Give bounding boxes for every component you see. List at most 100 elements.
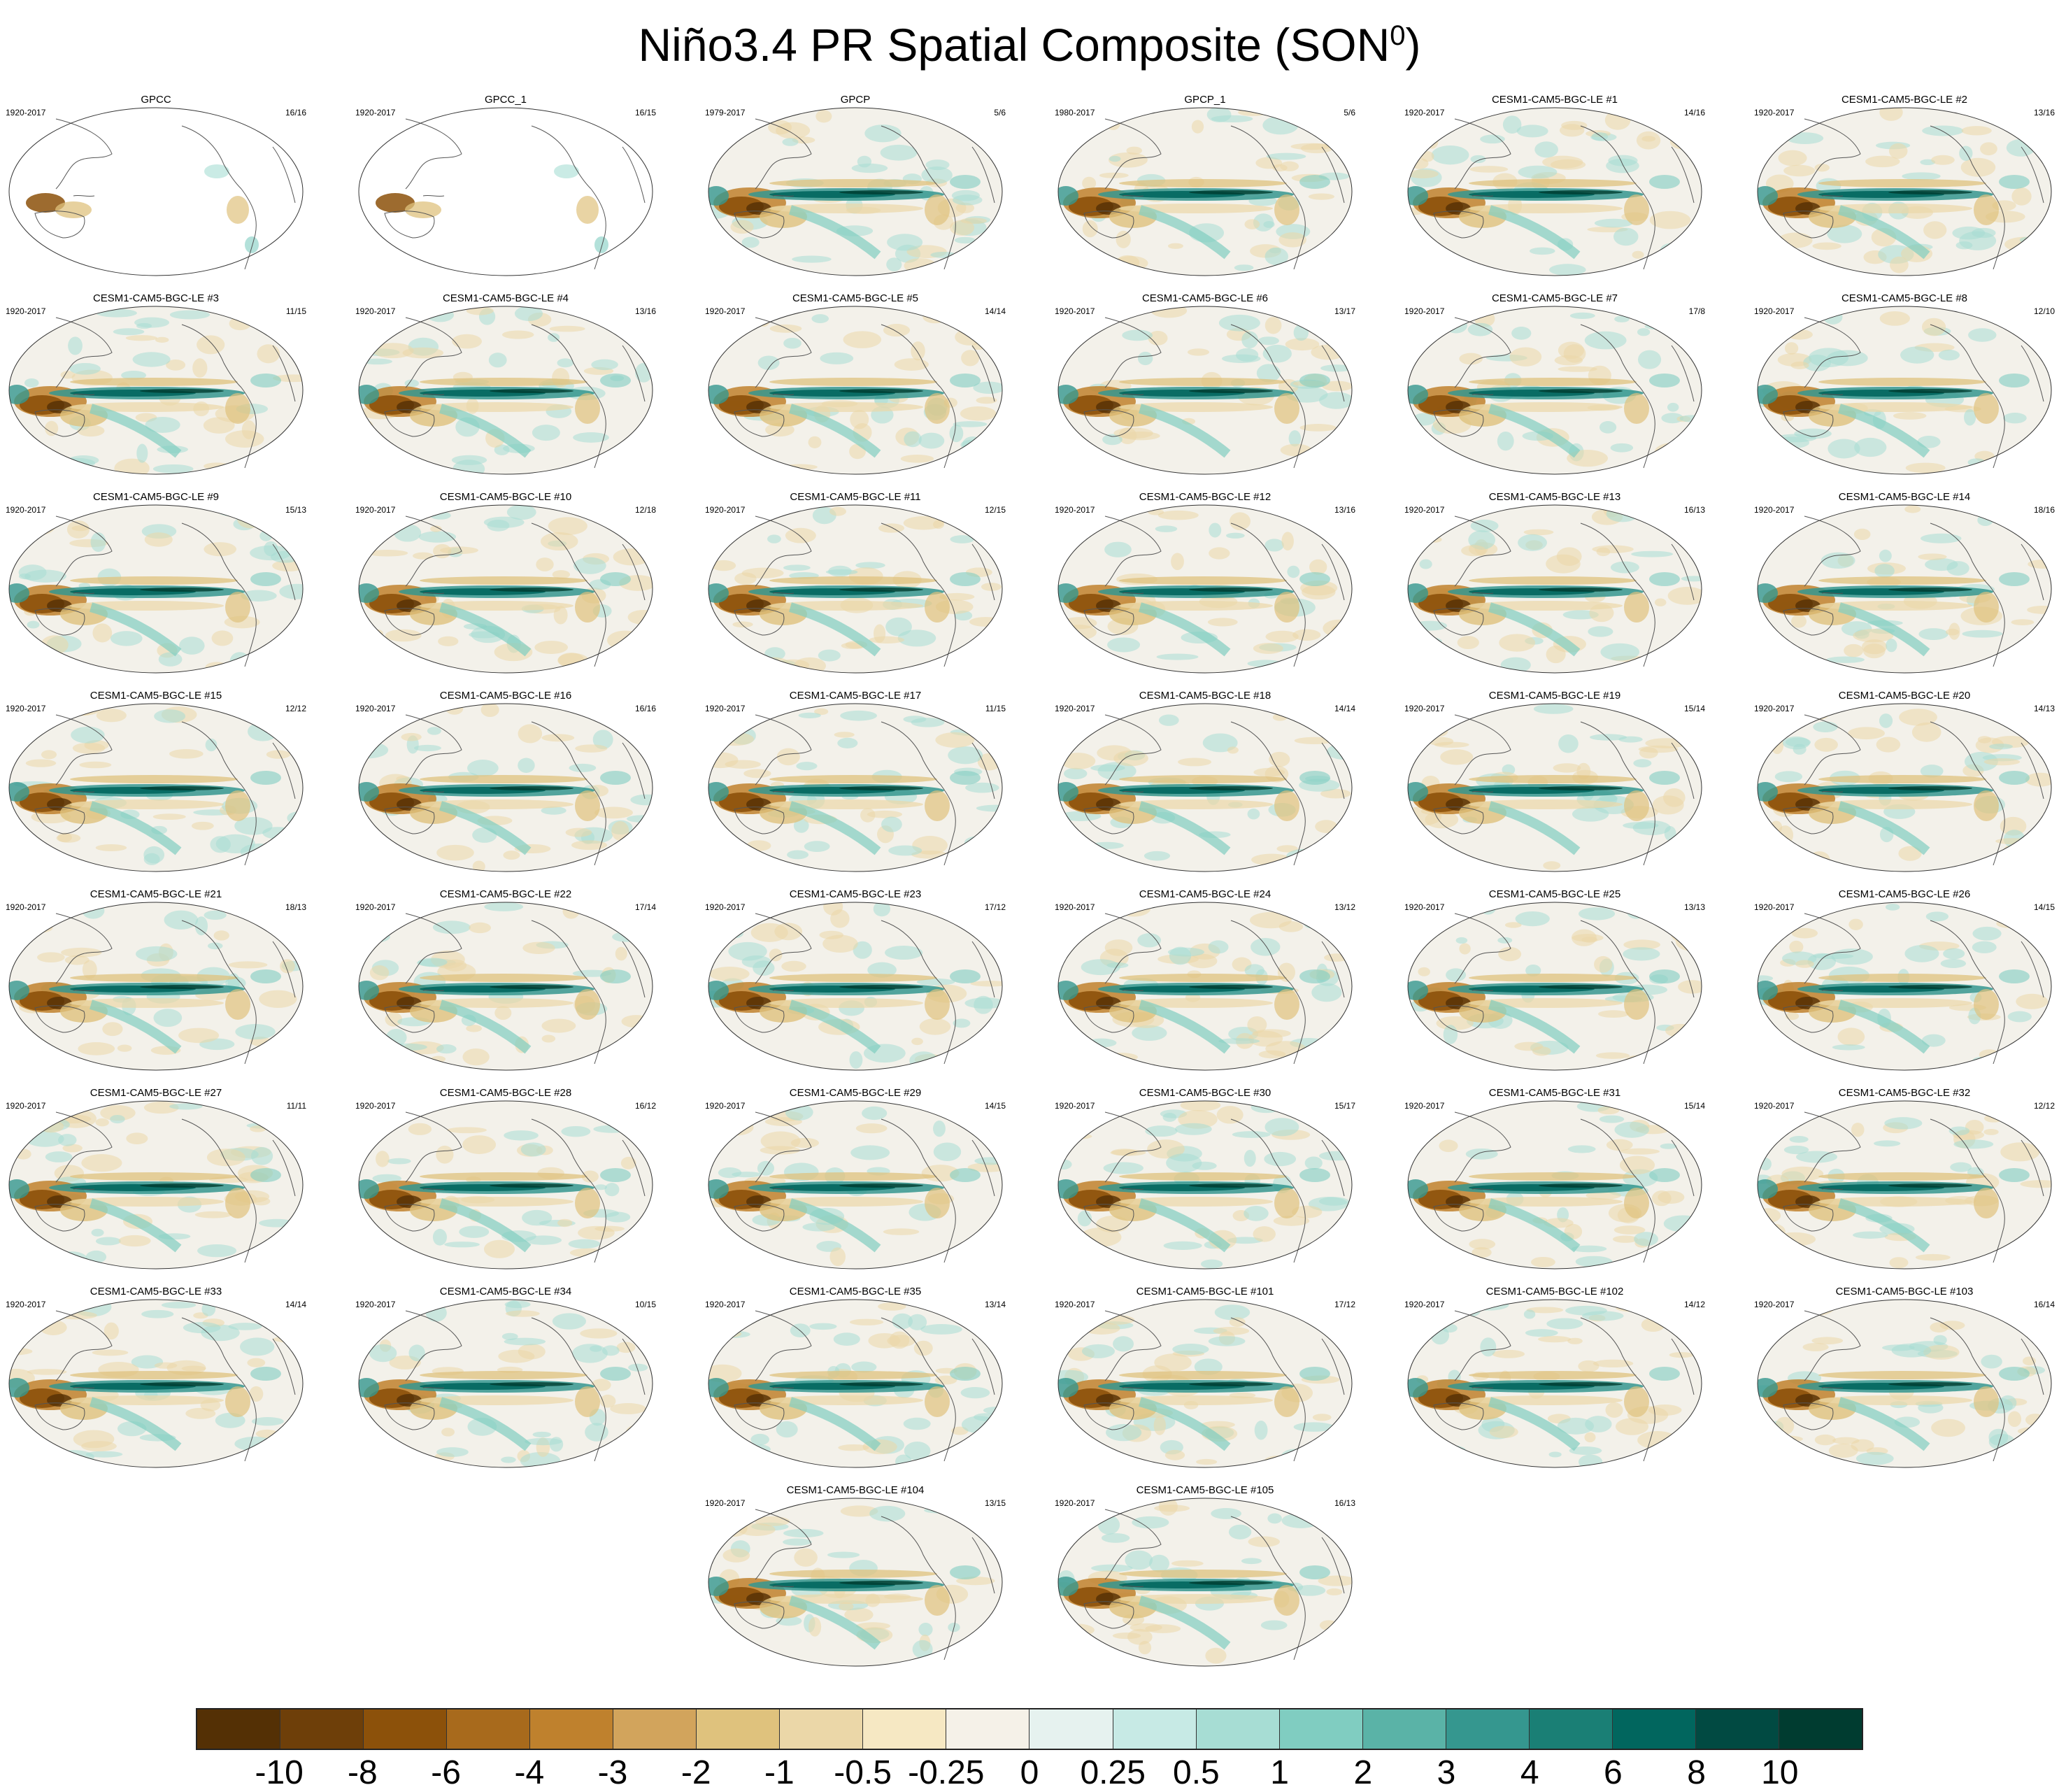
panel-years: 1920-2017 [705,1101,746,1111]
anomaly-patch [1058,1179,1078,1199]
anomaly-patch [250,1146,273,1165]
panel-title: CESM1-CAM5-BGC-LE #19 [1488,690,1621,702]
anomaly-patch [855,1123,888,1134]
robinson-map [1757,107,2052,276]
anomaly-patch [894,358,929,371]
panel-count: 13/13 [1683,902,1705,912]
map-panel: CESM1-CAM5-BGC-LE #25 1920-2017 13/13 [1404,888,1705,1074]
coastline [755,1111,812,1183]
panel-years: 1920-2017 [1404,1300,1445,1309]
anomaly-patch [708,583,729,603]
anomaly-patch [412,552,434,560]
anomaly-patch [822,934,858,953]
anomaly-patch [1885,903,1900,911]
coastline [1671,345,1695,402]
map-panel: CESM1-CAM5-BGC-LE #30 1920-2017 15/17 [1055,1087,1355,1272]
anomaly-patch [1893,412,1927,420]
anomaly-patch [29,322,44,332]
anomaly-patch [359,385,379,404]
anomaly-patch [1211,1507,1242,1519]
anomaly-patch [459,1225,490,1238]
coastline [2021,941,2044,998]
anomaly-patch [205,738,218,752]
coastline [1104,515,1162,587]
anomaly-patch [37,952,65,963]
anomaly-patch [1288,430,1302,447]
coastline [1989,188,2005,270]
anomaly-patch [1111,1149,1138,1156]
coastline [1472,194,1494,197]
panel-years: 1920-2017 [355,1300,396,1309]
anomaly-patch [1931,155,1955,165]
map-panel: CESM1-CAM5-BGC-LE #1 1920-2017 14/16 [1404,94,1705,279]
coastline [422,790,445,793]
coastline [1454,1111,1511,1183]
robinson-map [358,504,653,674]
anomaly-patch [1948,1126,1970,1136]
coastline [422,1386,445,1389]
anomaly-patch [68,336,83,355]
anomaly-patch [1511,327,1532,340]
anomaly-patch [549,325,585,332]
panel-title: CESM1-CAM5-BGC-LE #7 [1491,292,1618,304]
spcz-band [1139,602,1231,657]
anomaly-patch [1539,1382,1623,1386]
anomaly-patch [1145,1125,1178,1137]
anomaly-patch [1784,342,1799,355]
anomaly-patch [68,507,84,514]
anomaly-patch [1241,331,1258,348]
anomaly-patch [1865,155,1900,168]
anomaly-patch [785,527,816,543]
anomaly-patch [769,1371,937,1379]
panel-count: 11/11 [286,1101,306,1111]
anomaly-patch [1264,317,1282,334]
anomaly-patch [1999,969,2030,983]
anomaly-patch [787,850,809,860]
anomaly-patch [1778,232,1813,248]
anomaly-patch [1644,323,1678,330]
panel-count: 10/15 [634,1300,656,1309]
anomaly-patch [1988,1107,2001,1118]
coastline [384,409,435,437]
map-panel: CESM1-CAM5-BGC-LE #105 1920-2017 16/13 [1055,1484,1355,1670]
anomaly-patch [1898,846,1922,861]
anomaly-patch [27,620,40,629]
anomaly-patch [1529,247,1555,255]
anomaly-patch [1675,853,1700,865]
panel-years: 1920-2017 [1404,704,1445,713]
anomaly-patch [2025,514,2043,532]
anomaly-patch [804,841,830,852]
panel-years: 1920-2017 [705,505,746,515]
coastline [1671,1338,1695,1395]
anomaly-patch [1968,328,1997,342]
anomaly-patch [369,965,390,981]
anomaly-patch [1125,1550,1153,1570]
coastline [971,543,995,601]
anomaly-patch [104,1322,119,1340]
anomaly-patch [1539,588,1623,592]
anomaly-patch [769,1570,937,1578]
anomaly-patch [715,638,727,646]
anomaly-patch [1169,946,1192,965]
anomaly-patch [1264,1455,1295,1466]
spcz-band [90,1397,182,1451]
anomaly-patch [235,1024,276,1040]
anomaly-patch [591,359,618,371]
anomaly-patch [1848,727,1885,740]
anomaly-patch [925,393,950,424]
coastline [1083,1402,1134,1430]
anomaly-patch [359,782,379,802]
coastline [622,146,646,204]
coastline [590,188,606,270]
anomaly-patch [383,656,398,669]
anomaly-patch [1667,402,1679,412]
anomaly-patch [1950,1162,1972,1172]
anomaly-patch [1660,1143,1677,1149]
anomaly-patch [818,649,841,662]
anomaly-patch [1278,921,1304,932]
anomaly-patch [1974,1188,1999,1218]
robinson-map [1057,306,1353,475]
coastline [1104,317,1162,388]
anomaly-patch [1783,1145,1809,1155]
anomaly-patch [593,1125,630,1133]
